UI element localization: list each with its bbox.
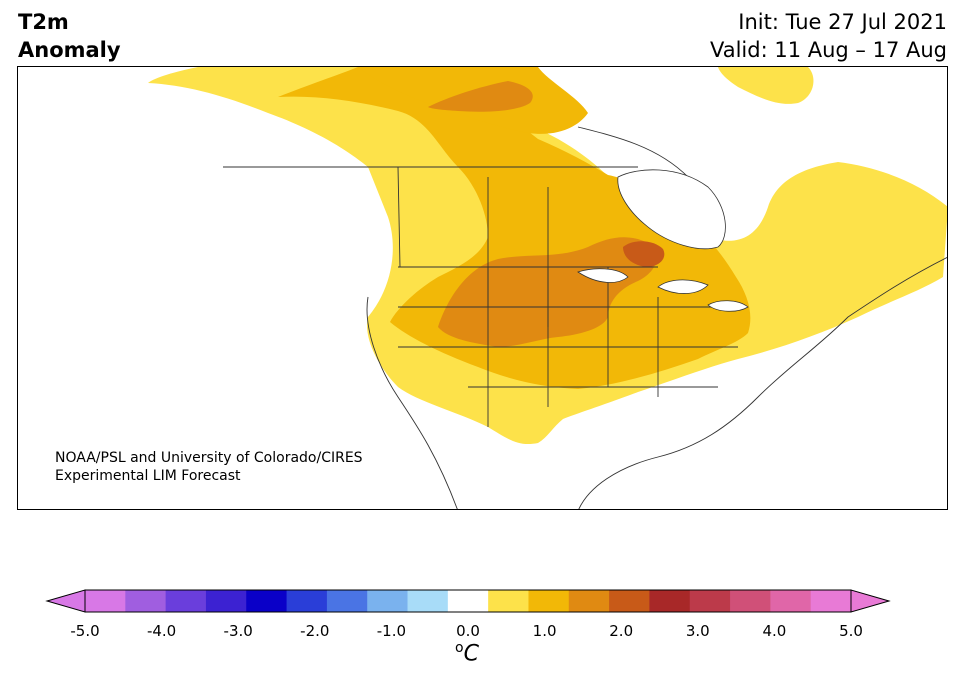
hudson-bay <box>617 169 726 250</box>
colorbar-segment <box>568 590 610 612</box>
anomaly-region-orange <box>438 237 657 347</box>
init-date: Init: Tue 27 Jul 2021 <box>738 10 947 34</box>
colorbar-tick-label: 0.0 <box>456 622 480 640</box>
attribution-line-2: Experimental LIM Forecast <box>55 468 241 484</box>
colorbar-segment <box>810 590 852 612</box>
colorbar-tick-label: -3.0 <box>223 622 253 640</box>
colorbar-segment <box>85 590 126 612</box>
coastline <box>366 257 947 509</box>
colorbar-segment <box>689 590 731 612</box>
colorbar-extend-high <box>850 589 891 613</box>
anomaly-region-gold <box>278 67 751 389</box>
colorbar-tick-label: -2.0 <box>300 622 330 640</box>
forecast-dates: Init: Tue 27 Jul 2021 Valid: 11 Aug – 17… <box>710 8 947 64</box>
colorbar-tick-label: 1.0 <box>532 622 557 640</box>
colorbar-segment <box>770 590 812 612</box>
colorbar-segment <box>205 590 247 612</box>
colorbar-segment <box>165 590 207 612</box>
map-canvas <box>148 67 947 509</box>
colorbar-segment <box>246 590 288 612</box>
colorbar-segment <box>528 590 570 612</box>
colorbar-segment <box>488 590 529 612</box>
anomaly-map <box>17 66 948 510</box>
canada-us-border <box>223 166 638 327</box>
colorbar-segment <box>730 590 771 612</box>
title-line-anomaly: Anomaly <box>18 38 121 62</box>
anomaly-region-labrador <box>718 67 814 104</box>
attribution: NOAA/PSL and University of Colorado/CIRE… <box>55 449 363 485</box>
us-state-borders <box>398 266 738 427</box>
colorbar-segment <box>125 590 167 612</box>
colorbar-segments <box>45 589 891 613</box>
attribution-line-1: NOAA/PSL and University of Colorado/CIRE… <box>55 450 363 466</box>
colorbar <box>45 589 891 613</box>
colorbar-extend-low <box>45 589 86 613</box>
colorbar-segment <box>649 590 691 612</box>
title-line-variable: T2m <box>18 10 69 34</box>
colorbar-tick-label: 4.0 <box>762 622 787 640</box>
colorbar-segment <box>609 590 650 612</box>
colorbar-segment <box>326 590 368 612</box>
colorbar-segment <box>407 590 449 612</box>
colorbar-unit: oC <box>455 640 479 666</box>
colorbar-tick-label: -5.0 <box>70 622 100 640</box>
unit-base: C <box>463 641 479 667</box>
colorbar-tick-label: -4.0 <box>146 622 177 640</box>
colorbar-tick-label: 2.0 <box>609 622 634 640</box>
colorbar-segment <box>367 590 409 612</box>
great-lakes <box>577 268 749 312</box>
valid-range: Valid: 11 Aug – 17 Aug <box>709 38 947 62</box>
anomaly-region-orange-north <box>428 81 533 112</box>
map-title: T2m Anomaly <box>18 8 121 64</box>
colorbar-tick-label: -1.0 <box>376 622 407 640</box>
colorbar-tick-label: 5.0 <box>839 622 863 640</box>
unit-degree: o <box>455 640 464 656</box>
anomaly-region-dark-orange <box>623 241 665 267</box>
colorbar-frame <box>84 589 852 613</box>
colorbar-segment <box>286 590 328 612</box>
colorbar-tick-label: 3.0 <box>685 622 710 640</box>
colorbar-segment <box>447 590 489 612</box>
